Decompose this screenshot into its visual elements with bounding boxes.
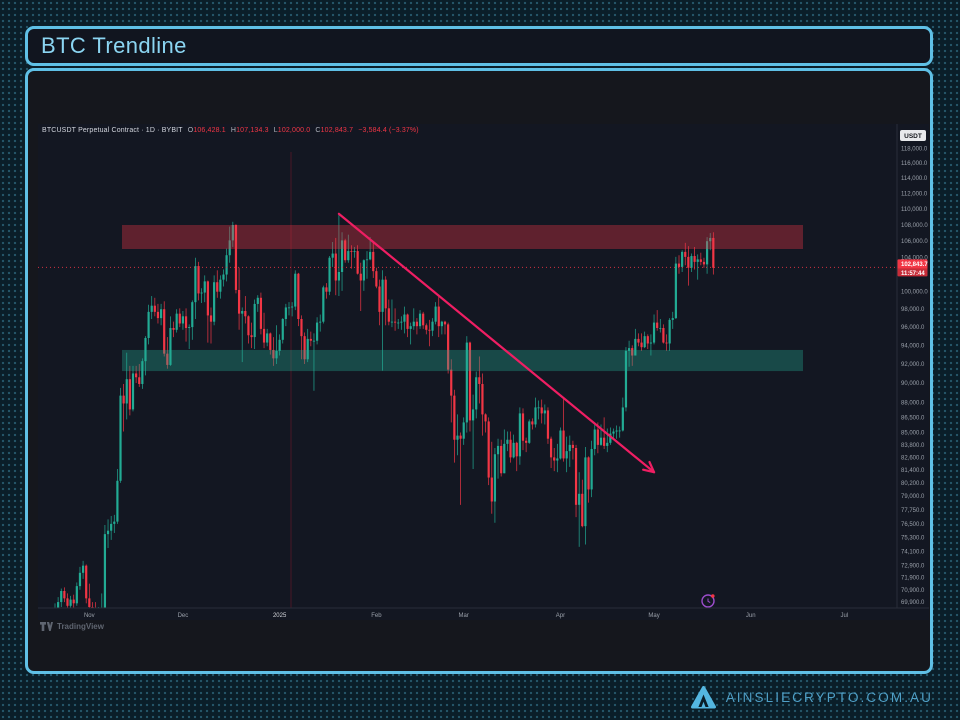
svg-text:83,800.0: 83,800.0 <box>901 443 925 449</box>
svg-text:Jul: Jul <box>841 613 849 619</box>
svg-text:110,000.0: 110,000.0 <box>901 207 928 213</box>
page-title: BTC Trendline <box>41 33 187 58</box>
svg-text:92,000.0: 92,000.0 <box>901 362 925 368</box>
ainslie-triangle-logo-icon <box>690 686 716 709</box>
svg-text:102,843.7: 102,843.7 <box>901 262 928 268</box>
last-price-tag: 102,843.7 11:57:44 <box>897 259 928 277</box>
svg-text:75,300.0: 75,300.0 <box>901 536 925 542</box>
svg-text:74,100.0: 74,100.0 <box>901 550 925 556</box>
ohlc-open-value: 106,428.1 <box>193 127 226 134</box>
svg-text:77,750.0: 77,750.0 <box>901 508 925 514</box>
change-value: −3,584.4 (−3.37%) <box>358 127 419 134</box>
ohlc-close-label: C <box>315 127 321 134</box>
svg-text:90,000.0: 90,000.0 <box>901 381 925 387</box>
title-bar: BTC Trendline <box>25 26 933 66</box>
ohlc-close-value: 102,843.7 <box>320 127 354 134</box>
svg-text:76,500.0: 76,500.0 <box>901 522 925 528</box>
svg-text:118,000.0: 118,000.0 <box>901 146 928 152</box>
candles-layer <box>54 213 715 608</box>
svg-text:116,000.0: 116,000.0 <box>901 161 928 167</box>
chart-legend[interactable]: BTCUSDT Perpetual Contract · 1D · BYBIT … <box>42 127 419 134</box>
zone-resistance[interactable] <box>122 225 803 250</box>
svg-text:Mar: Mar <box>459 613 469 619</box>
svg-text:112,000.0: 112,000.0 <box>901 191 928 197</box>
svg-text:96,000.0: 96,000.0 <box>901 325 925 331</box>
svg-text:94,000.0: 94,000.0 <box>901 343 925 349</box>
zone-support[interactable] <box>122 349 803 372</box>
ohlc-low-value: 102,000.0 <box>277 127 311 134</box>
svg-text:Feb: Feb <box>371 613 382 619</box>
svg-text:114,000.0: 114,000.0 <box>901 176 928 182</box>
ohlc-high-label: H <box>230 127 237 134</box>
chart-area[interactable]: 118,000.0 116,000.0 114,000.0 112,000.0 110,… <box>38 124 929 620</box>
svg-text:88,000.0: 88,000.0 <box>901 400 925 406</box>
footer-brand: AINSLIECRYPTO.COM.AU <box>690 686 933 709</box>
currency-usdt-label: USDT <box>904 133 922 140</box>
tradingview-logo-icon <box>40 622 53 631</box>
svg-text:98,000.0: 98,000.0 <box>901 307 925 313</box>
trendline-arrowhead-icon <box>642 460 656 474</box>
svg-text:70,900.0: 70,900.0 <box>901 588 925 594</box>
svg-text:108,000.0: 108,000.0 <box>901 223 928 229</box>
ohlc-low-label: L <box>273 127 278 134</box>
svg-text:81,400.0: 81,400.0 <box>901 468 925 474</box>
svg-text:100,000.0: 100,000.0 <box>901 290 928 296</box>
trendline[interactable] <box>337 212 656 474</box>
ohlc-open-label: O <box>187 127 194 134</box>
svg-text:82,600.0: 82,600.0 <box>901 455 925 461</box>
svg-text:85,000.0: 85,000.0 <box>901 431 925 437</box>
price-axis-labels[interactable]: 118,000.0 116,000.0 114,000.0 112,000.0 110,… <box>901 146 928 606</box>
currency-usdt-button[interactable] <box>900 130 926 141</box>
svg-text:80,200.0: 80,200.0 <box>901 481 925 487</box>
svg-text:Dec: Dec <box>178 613 189 619</box>
svg-text:11:57:44: 11:57:44 <box>901 271 925 277</box>
svg-text:May: May <box>648 613 659 619</box>
svg-text:104,000.0: 104,000.0 <box>901 256 928 262</box>
svg-text:Nov: Nov <box>84 613 95 619</box>
symbol-title[interactable]: BTCUSDT Perpetual Contract · 1D · BYBIT <box>42 127 183 134</box>
svg-text:72,900.0: 72,900.0 <box>901 564 925 570</box>
tradingview-attribution[interactable]: TradingView <box>40 622 104 631</box>
svg-text:106,000.0: 106,000.0 <box>901 239 928 245</box>
countdown-clock-icon[interactable] <box>701 594 715 608</box>
svg-text:69,900.0: 69,900.0 <box>901 600 925 606</box>
svg-text:2025: 2025 <box>273 613 287 619</box>
tradingview-label[interactable]: TradingView <box>57 622 104 631</box>
svg-text:Jun: Jun <box>746 613 756 619</box>
svg-text:71,900.0: 71,900.0 <box>901 576 925 582</box>
svg-text:79,000.0: 79,000.0 <box>901 494 925 500</box>
svg-text:Apr: Apr <box>556 613 565 619</box>
time-axis-labels[interactable]: Nov Dec 2025 Feb Mar Apr May Jun Jul <box>84 613 848 619</box>
candlestick-plot[interactable]: 118,000.0 116,000.0 114,000.0 112,000.0 110,… <box>38 124 929 620</box>
plot-layer <box>38 152 897 608</box>
brand-url: AINSLIECRYPTO.COM.AU <box>725 690 933 705</box>
ohlc-high-value: 107,134.3 <box>236 127 269 134</box>
svg-text:86,500.0: 86,500.0 <box>901 415 925 421</box>
